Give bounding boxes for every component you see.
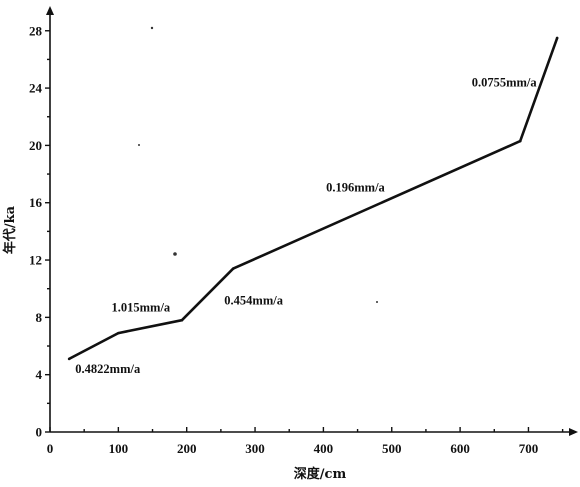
data-point [231,267,235,270]
x-tick-label: 100 [109,441,129,456]
rate-annotation: 0.0755mm/a [472,76,538,90]
x-axis-title: 深度/cm [294,466,347,482]
scan-speck [138,144,140,146]
y-axis-title: 年代/ka [2,205,18,254]
data-point [117,331,120,335]
rate-annotation: 1.015mm/a [112,301,171,315]
scan-speck [173,252,177,256]
age-depth-line [68,37,559,361]
data-point [67,357,71,361]
annotations: 0.4822mm/a 1.015mm/a 0.454mm/a 0.196mm/a 0.0… [75,76,537,377]
data-point [518,139,522,143]
y-tick-label: 12 [29,253,42,268]
series [67,36,559,361]
x-tick-label: 200 [177,441,197,456]
y-tick-label: 4 [36,367,43,382]
x-tick-label: 700 [519,441,539,456]
y-tick-label: 0 [36,425,43,440]
y-tick-label: 8 [36,310,43,325]
x-tick-label: 300 [245,441,265,456]
x-tick-label: 500 [382,441,402,456]
y-tick-label: 16 [29,195,43,210]
x-axis-arrow [569,428,578,436]
x-tick-label: 600 [450,441,470,456]
y-tick-label: 20 [29,138,42,153]
x-tick-label: 400 [314,441,334,456]
scan-speck [150,26,154,30]
rate-annotation: 0.4822mm/a [75,362,141,376]
axes [46,6,578,436]
rate-annotation: 0.196mm/a [326,180,385,194]
data-point [555,36,559,40]
x-tick-label: 0 [47,441,54,456]
data-point [180,318,184,322]
rate-annotation: 0.454mm/a [224,293,283,307]
ticks: 0 100 200 300 400 500 600 700 0 4 8 12 16 20 24 28 [29,23,564,456]
y-tick-label: 28 [29,23,43,38]
y-tick-label: 24 [29,81,43,96]
scan-speck [376,301,378,303]
y-axis-arrow [46,6,54,15]
